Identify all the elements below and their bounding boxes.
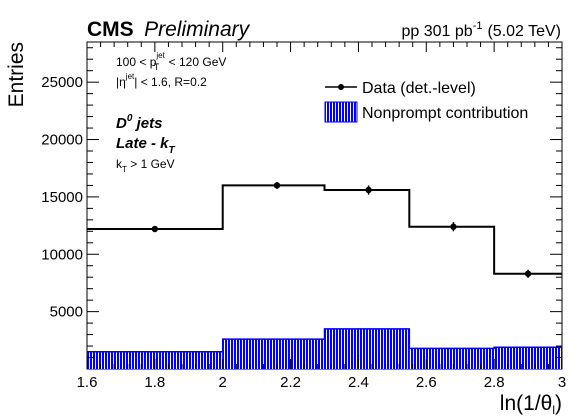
pt-range-label: 100 < pjet T < 120 GeV [116, 51, 226, 72]
nonprompt-bar [222, 339, 325, 369]
legend-data-label: Data (det.-level) [362, 80, 476, 97]
x-axis-title: ln(1/θl) [500, 392, 562, 417]
y-tick-label: 5000 [50, 304, 83, 321]
experiment-label: CMS [87, 18, 134, 41]
data-points [151, 181, 532, 278]
d0-jets-label: D0 jets [116, 113, 162, 132]
data-histogram [87, 184, 562, 275]
energy-label: (5.02 TeV) [487, 23, 561, 40]
y-tick-label: 20000 [41, 132, 83, 149]
nonprompt-bar [324, 328, 410, 369]
nonprompt-histogram [87, 328, 562, 369]
header-right: pp 301 pb-1 (5.02 TeV) [402, 20, 562, 40]
y-axis: 5000 10000 15000 20000 25000 [41, 47, 562, 359]
legend-data-marker [338, 84, 344, 90]
kt-cut-label: kT > 1 GeV [116, 157, 175, 174]
nonprompt-outline [87, 328, 562, 353]
header-left: CMS Preliminary [87, 18, 251, 41]
nonprompt-bar [409, 348, 495, 369]
x-tick-label: 2.4 [348, 374, 369, 391]
legend: Data (det.-level) Nonprompt contribution [324, 80, 528, 123]
x-tick-label: 2.6 [416, 374, 437, 391]
y-tick-label: 25000 [41, 74, 83, 91]
legend-nonprompt-swatch [324, 101, 358, 123]
y-tick-label: 10000 [41, 246, 83, 263]
x-tick-label: 1.6 [77, 374, 98, 391]
dataset-label: pp 301 pb [402, 23, 473, 40]
x-axis: 1.6 1.8 2 2.2 2.4 2.6 2.8 3 [77, 42, 566, 391]
y-tick-label: 15000 [41, 189, 83, 206]
data-point [450, 223, 457, 230]
x-tick-label: 2 [219, 374, 227, 391]
y-axis-title: Entries [5, 42, 28, 107]
status-label: Preliminary [144, 18, 251, 41]
data-histogram-line [87, 184, 562, 275]
lumi-exponent: -1 [473, 20, 483, 32]
plot-frame [86, 41, 563, 370]
x-tick-label: 2.8 [484, 374, 505, 391]
x-tick-label: 1.8 [144, 374, 165, 391]
eta-range-label: |ηjet| < 1.6, R=0.2 [116, 72, 207, 89]
data-point [524, 270, 532, 277]
data-point [151, 225, 159, 233]
late-kt-label: Late - kT [116, 135, 176, 156]
data-point [365, 186, 372, 194]
x-tick-label: 2.2 [280, 374, 301, 391]
nonprompt-bar [494, 347, 562, 369]
x-tick-label: 3 [558, 374, 566, 391]
legend-nonprompt-label: Nonprompt contribution [362, 105, 528, 122]
data-point [273, 182, 281, 189]
